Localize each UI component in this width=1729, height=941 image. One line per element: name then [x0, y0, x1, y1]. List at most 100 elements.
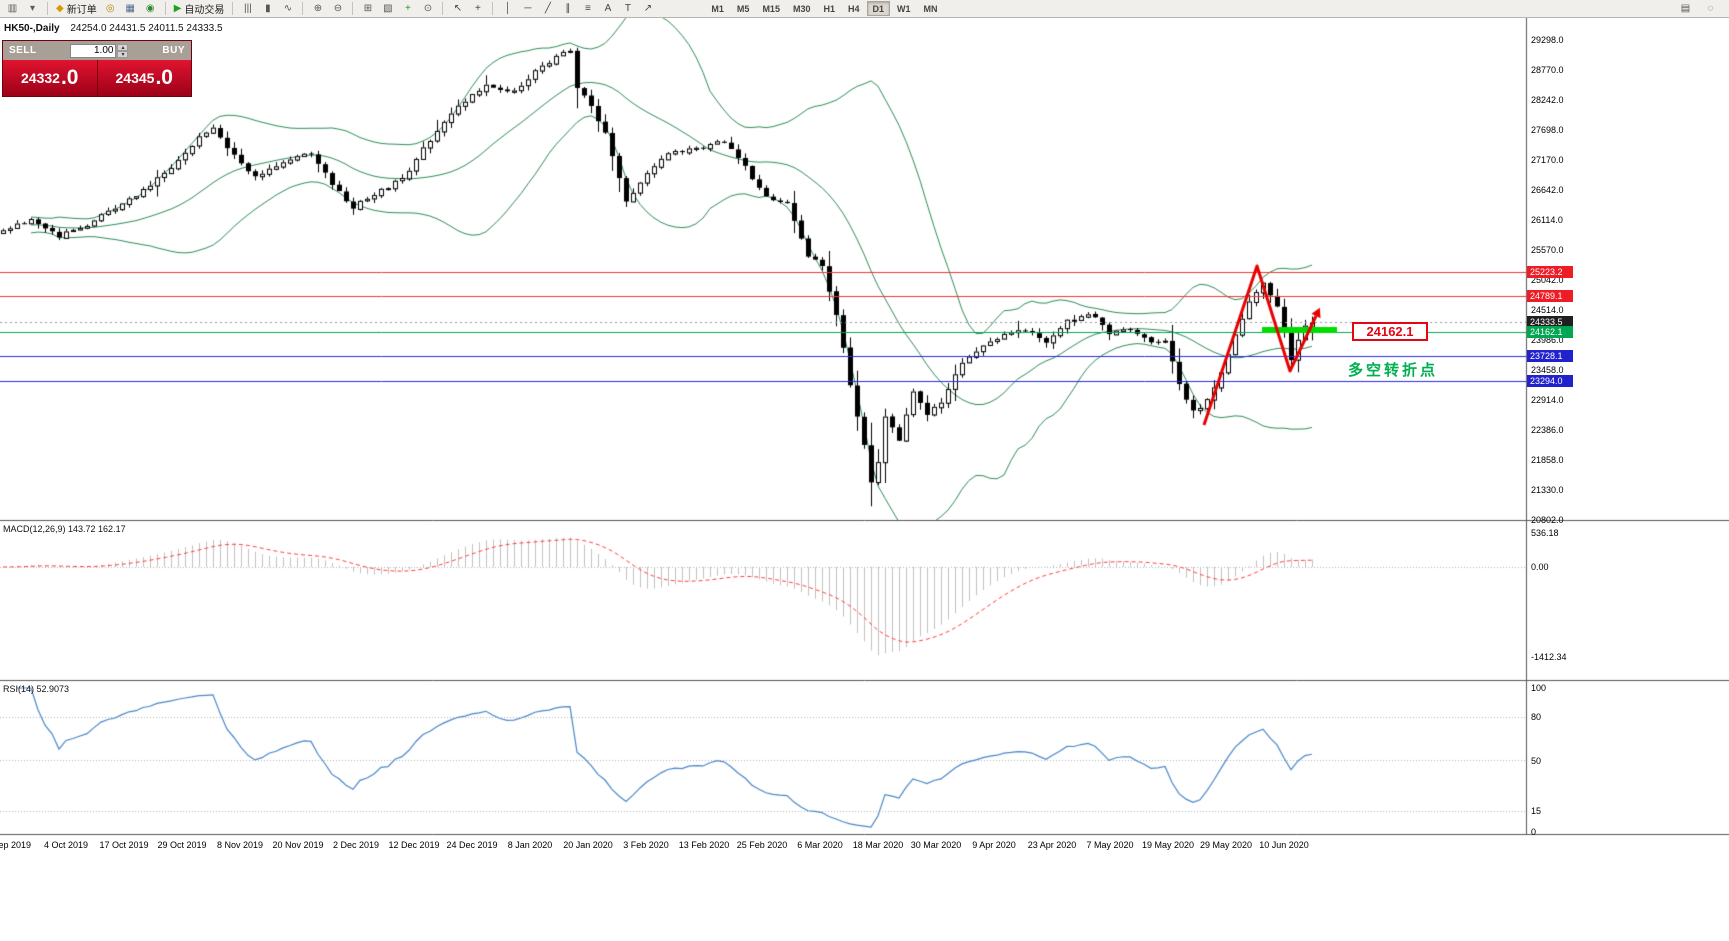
profiles-dropdown-icon[interactable]: ▾	[23, 1, 42, 17]
candlestick-chart-icon[interactable]: ▮	[258, 1, 277, 17]
arrows-icon[interactable]: ↗	[638, 1, 657, 17]
date-axis-label: 19 May 2020	[1141, 840, 1195, 850]
indicators-icon: +	[404, 2, 411, 14]
price-axis-label: 22914.0	[1531, 395, 1564, 405]
date-axis-label: 9 Apr 2020	[972, 840, 1016, 850]
date-axis-label: 20 Nov 2019	[272, 840, 324, 850]
horizontal-line-icon: ─	[524, 2, 532, 14]
date-axis-label: 3 Sep 2019	[0, 840, 32, 850]
timeframe-w1[interactable]: W1	[897, 3, 911, 14]
window-layout-icon[interactable]: ▤	[1680, 3, 1691, 14]
symbol-period-label: HK50-,Daily	[4, 23, 60, 34]
label-icon[interactable]: T	[618, 1, 637, 17]
date-axis-label: 24 Dec 2019	[446, 840, 498, 850]
toolbar-separator	[442, 2, 444, 15]
one-click-trading-panel: SELL ▴ ▾ BUY 24332 .0 24345 .0	[2, 40, 192, 97]
price-axis-label: 25570.0	[1531, 245, 1564, 255]
buy-button[interactable]: 24345 .0	[96, 60, 192, 96]
auto-trading-button-label: 自动交易	[184, 5, 225, 16]
chart-window: HK50-,Daily 24254.0 24431.5 24011.5 2433…	[0, 18, 1729, 941]
new-order-button-label: 新订单	[66, 5, 97, 16]
timeframe-h4[interactable]: H4	[847, 3, 860, 14]
trendline-icon[interactable]: ╱	[538, 1, 557, 17]
profiles-dropdown-icon: ▾	[29, 2, 36, 14]
text-icon: A	[604, 2, 612, 14]
volume-input[interactable]	[70, 43, 117, 58]
rsi-axis-label: 0	[1531, 827, 1537, 837]
rsi-axis-label: 50	[1531, 756, 1542, 766]
volume-down-icon[interactable]: ▾	[117, 50, 129, 58]
date-axis-label: 30 Mar 2020	[910, 840, 962, 850]
timeframe-mn[interactable]: MN	[923, 3, 938, 14]
data-window-icon[interactable]: ▦	[121, 1, 140, 17]
macd-axis-label: -1412.34	[1531, 652, 1567, 662]
channel-icon[interactable]: ∥	[558, 1, 577, 17]
price-axis-label: 23458.0	[1531, 365, 1564, 375]
date-axis-label: 8 Nov 2019	[216, 840, 264, 850]
text-icon[interactable]: A	[598, 1, 617, 17]
zoom-out-icon[interactable]: ⊖	[328, 1, 347, 17]
timeframe-m15[interactable]: M15	[762, 3, 780, 14]
zoom-in-icon: ⊕	[313, 2, 323, 14]
fibonacci-icon[interactable]: ≡	[578, 1, 597, 17]
price-marker-support-blue-2: 23294.0	[1527, 375, 1573, 388]
date-axis-label: 10 Jun 2020	[1259, 840, 1309, 850]
zoom-out-icon: ⊖	[333, 2, 343, 14]
price-axis-label: 29298.0	[1531, 35, 1564, 45]
channel-icon: ∥	[565, 2, 571, 14]
arrows-icon: ↗	[643, 2, 653, 14]
line-chart-icon: ∿	[283, 2, 293, 14]
price-axis-label: 26114.0	[1531, 215, 1563, 225]
fibonacci-icon: ≡	[584, 2, 591, 14]
line-chart-icon[interactable]: ∿	[278, 1, 297, 17]
alerts-icon[interactable]: ◉	[141, 1, 160, 17]
buy-label: BUY	[162, 45, 185, 56]
rsi-indicator-label: RSI(14) 52.9073	[3, 684, 70, 694]
timeframe-h1[interactable]: H1	[823, 3, 835, 14]
macd-axis-label: 536.18	[1531, 528, 1559, 538]
trade-panel-prices: 24332 .0 24345 .0	[3, 60, 191, 96]
price-marker-support-blue-1: 23728.1	[1527, 350, 1573, 363]
cursor-icon[interactable]: ↖	[448, 1, 467, 17]
timeframe-m1[interactable]: M1	[711, 3, 724, 14]
toolbar-separator	[232, 2, 234, 15]
date-axis-label: 23 Apr 2020	[1027, 840, 1077, 850]
buy-price-fraction: .0	[155, 66, 173, 89]
volume-up-icon[interactable]: ▴	[117, 43, 129, 51]
new-chart-icon: ▥	[7, 2, 18, 14]
candlestick-chart-icon: ▮	[265, 2, 271, 14]
periods-icon[interactable]: ⊙	[418, 1, 437, 17]
vertical-line-icon[interactable]: │	[498, 1, 517, 17]
crosshair-icon[interactable]: +	[468, 1, 487, 17]
new-chart-icon[interactable]: ▥	[3, 1, 22, 17]
date-axis-label: 7 May 2020	[1086, 840, 1134, 850]
date-axis-label: 3 Feb 2020	[623, 840, 669, 850]
zoom-in-icon[interactable]: ⊕	[308, 1, 327, 17]
sell-price: 24332	[21, 70, 60, 86]
horizontal-line-icon[interactable]: ─	[518, 1, 537, 17]
macd-indicator-label: MACD(12,26,9) 143.72 162.17	[3, 524, 126, 534]
date-axis-label: 29 May 2020	[1199, 840, 1253, 850]
macd-axis-label: 0.00	[1531, 562, 1549, 572]
timeframe-m5[interactable]: M5	[736, 3, 750, 14]
tile-windows-icon[interactable]: ⊞	[358, 1, 377, 17]
new-order-button[interactable]: ◆ 新订单	[53, 1, 100, 17]
periods-icon: ⊙	[423, 2, 433, 14]
timeframe-d1[interactable]: D1	[866, 1, 891, 16]
bar-chart-icon[interactable]: |||	[238, 1, 257, 17]
sell-button[interactable]: 24332 .0	[3, 60, 97, 96]
search-icon[interactable]: ◌	[1707, 3, 1714, 14]
crosshair-icon: +	[474, 2, 481, 14]
auto-trading-button[interactable]: ▶ 自动交易	[171, 1, 228, 17]
date-axis-label: 4 Oct 2019	[43, 840, 89, 850]
price-axis-label: 22386.0	[1531, 425, 1564, 435]
chart-header: HK50-,Daily 24254.0 24431.5 24011.5 2433…	[4, 23, 223, 34]
sell-price-fraction: .0	[60, 66, 79, 89]
price-chart-canvas[interactable]	[0, 18, 1729, 941]
market-watch-icon[interactable]: ◎	[101, 1, 120, 17]
timeframe-m30[interactable]: M30	[792, 3, 811, 14]
templates-icon[interactable]: ▧	[378, 1, 397, 17]
sell-label: SELL	[9, 45, 37, 56]
indicators-icon[interactable]: +	[398, 1, 417, 17]
price-axis-label: 25042.0	[1531, 275, 1564, 285]
